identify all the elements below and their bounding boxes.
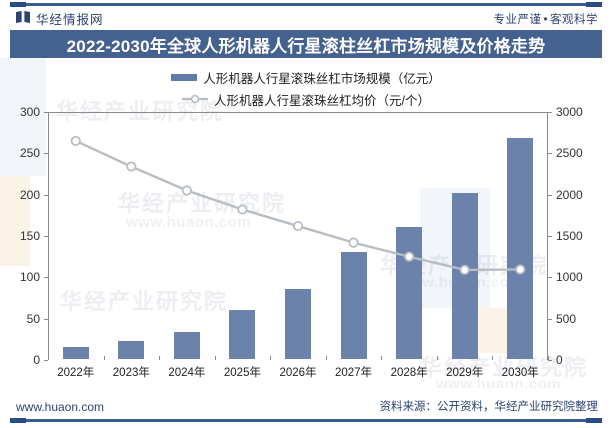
bar	[285, 288, 311, 359]
y-axis-right-tick-label: 2500	[556, 146, 583, 161]
y-axis-right-tick-label: 1500	[556, 229, 583, 243]
bar	[507, 138, 534, 359]
x-axis-tick	[159, 356, 161, 360]
y-axis-tick	[44, 153, 48, 155]
y-axis-tick	[548, 277, 552, 279]
x-axis-tick-label: 2023年	[112, 367, 150, 379]
y-axis-tick	[44, 360, 48, 361]
bar	[118, 340, 145, 359]
x-axis-tick	[103, 356, 105, 360]
y-axis-left-tick-label: 50	[26, 311, 40, 326]
y-axis-left	[48, 112, 49, 360]
legend-bar-swatch	[171, 74, 198, 81]
slogan-right: 客观科学	[550, 14, 598, 26]
line-marker: 2023年 2340 元/个	[126, 161, 137, 172]
y-axis-right-tick-label: 500	[556, 311, 577, 326]
line-marker: 2026年 1620 元/个	[292, 220, 304, 232]
x-axis-tick	[436, 356, 438, 360]
y-axis-tick	[548, 194, 552, 196]
legend-label: 人形机器人行星滚珠丝杠市场规模（亿元）	[203, 72, 441, 86]
y-axis-right-tick-label: 1000	[556, 270, 583, 285]
x-axis-tick-label: 2030年	[501, 367, 539, 379]
x-axis-tick-label: 2024年	[168, 367, 206, 379]
y-axis-tick	[548, 360, 552, 361]
x-axis-tick-label: 2028年	[390, 367, 428, 379]
slogan-left: 专业严谨	[493, 14, 542, 26]
line-marker: 2029年 1090 元/个	[459, 264, 470, 275]
y-axis-tick	[44, 112, 48, 113]
x-axis-tick	[492, 356, 494, 360]
brand-name: 华经情报网	[36, 13, 104, 27]
line-series: 2022年 2650 元/个 2023年 2340 元/个 2024年 2050 元…	[70, 135, 526, 275]
line-marker: 2030年 1095 元/个	[515, 264, 526, 275]
y-axis-right-tick-label: 0	[556, 353, 563, 367]
y-axis-tick	[44, 277, 48, 279]
footer-source: 资料来源：公开资料，华经产业研究院整理	[379, 401, 599, 413]
bottom-divider	[10, 418, 602, 423]
bar	[173, 331, 200, 359]
page-header: 华经情报网 专业严谨 • 客观科学	[0, 6, 612, 28]
price-line	[75, 139, 521, 272]
x-axis-tick-label: 2022年	[57, 367, 95, 379]
y-axis-tick	[548, 318, 552, 320]
y-axis-left-tick-label: 0	[33, 353, 40, 367]
y-axis-tick	[44, 236, 48, 237]
bar	[62, 346, 89, 359]
x-axis-tick	[214, 356, 216, 360]
chart-legend: 人形机器人行星滚珠丝杠市场规模（亿元） 人形机器人行星滚珠丝杠均价（元/个）	[0, 68, 612, 109]
x-axis-tick	[381, 356, 383, 360]
x-axis-tick-label: 2029年	[446, 367, 484, 379]
x-axis	[48, 112, 548, 113]
y-axis-right-tick-label: 3000	[556, 105, 583, 119]
top-divider	[10, 2, 602, 7]
x-axis-tick	[48, 356, 49, 360]
y-axis-left-tick-label: 100	[19, 270, 40, 285]
chart-area: 华经产业研究院 华经产业研究院 www.huaon.com 华经产业研究院 华经…	[0, 58, 612, 388]
slogan-separator: •	[543, 14, 548, 26]
y-axis-left-tick-label: 300	[19, 105, 40, 119]
legend-line-swatch	[182, 91, 208, 109]
legend-item-average-price: 人形机器人行星滚珠丝杠均价（元/个）	[182, 90, 430, 109]
bar	[396, 226, 423, 359]
legend-label: 人形机器人行星滚珠丝杠均价（元/个）	[214, 94, 430, 108]
y-axis-tick	[44, 318, 48, 320]
y-axis-right-tick-label: 2000	[556, 187, 583, 202]
line-marker: 2022年 2650 元/个	[70, 135, 81, 147]
y-axis-tick	[548, 112, 552, 113]
line-marker: 2027年 1420 元/个	[348, 237, 359, 248]
x-axis-tick-label: 2025年	[223, 367, 261, 379]
book-icon	[16, 10, 30, 28]
y-axis-tick	[548, 153, 552, 155]
page-title: 2022-2030年全球人形机器人行星滚柱丝杠市场规模及价格走势	[66, 36, 546, 56]
y-axis-tick	[44, 194, 48, 196]
page-footer: www.huaon.com 资料来源：公开资料，华经产业研究院整理	[0, 388, 612, 428]
title-bar: 2022-2030年全球人形机器人行星滚柱丝杠市场规模及价格走势	[10, 30, 602, 58]
legend-item-market-size: 人形机器人行星滚珠丝杠市场规模（亿元）	[171, 68, 441, 87]
x-axis-tick	[270, 356, 272, 360]
brand: 华经情报网	[16, 9, 104, 28]
footer-site-url[interactable]: www.huaon.com	[16, 400, 105, 414]
plot-region: 0 50 100 150 200 250 300 0 500 1000 1500 2000 2500 3…	[20, 106, 583, 379]
x-axis-tick	[548, 356, 549, 360]
line-marker: 2028年 1250 元/个	[404, 251, 415, 262]
bar	[229, 310, 256, 359]
y-axis-left-tick-label: 250	[19, 146, 40, 161]
y-axis-left-tick-label: 150	[19, 229, 40, 243]
x-axis-tick	[325, 356, 327, 360]
bar	[451, 192, 478, 359]
x-axis-tick-label: 2026年	[279, 367, 317, 379]
y-axis-left-tick-label: 200	[19, 187, 40, 202]
x-axis-tick-label: 2027年	[335, 367, 373, 379]
y-axis-tick	[548, 236, 552, 237]
bar	[340, 252, 367, 359]
line-marker: 2024年 2050 元/个	[181, 185, 192, 196]
line-marker: 2025年 1820 元/个	[237, 204, 248, 215]
y-axis-right	[547, 112, 548, 360]
header-slogan: 专业严谨 • 客观科学	[493, 11, 598, 27]
